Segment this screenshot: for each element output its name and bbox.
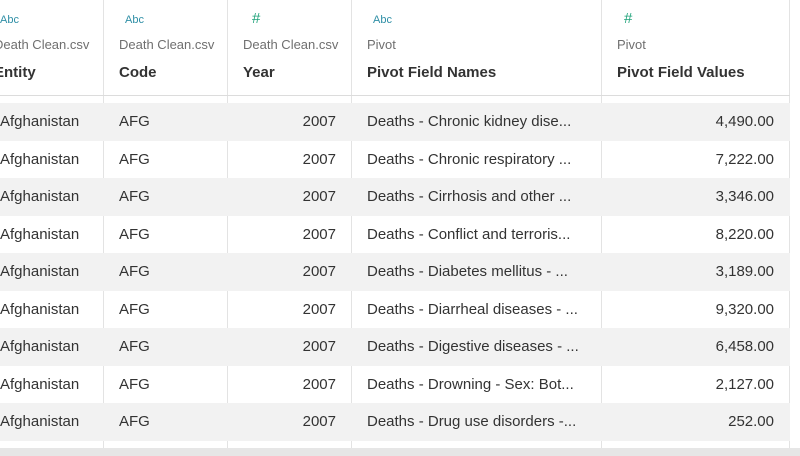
column-header-pivot-field-names[interactable]: Abc Pivot Pivot Field Names — [352, 0, 601, 96]
cell-code: AFG — [119, 113, 150, 130]
header-divider — [0, 95, 790, 96]
table-row[interactable]: Afghanistan AFG 2007 Deaths - Chronic respi… — [0, 141, 790, 179]
cell-entity: Afghanistan — [0, 150, 80, 168]
column-header-entity[interactable]: Abc Death Clean.csv Entity — [0, 0, 103, 96]
cell-code: AFG — [119, 375, 150, 393]
column-code[interactable]: Abc Death Clean.csv Code — [104, 0, 228, 448]
cell-entity: Afghanistan — [0, 225, 80, 243]
cell-code: AFG — [119, 338, 150, 355]
cell-entity: Afghanistan — [0, 188, 80, 205]
string-type-icon[interactable]: Abc — [125, 14, 144, 26]
cell-pivot-field-value: 6,458.00 — [715, 338, 774, 355]
cell-pivot-field-value: 8,220.00 — [715, 225, 774, 243]
cell-pivot-field-value: 3,346.00 — [715, 188, 774, 205]
cell-year: 2007 — [302, 113, 336, 130]
cell-entity: Afghanistan — [0, 300, 80, 318]
cell-pivot-field-name: Deaths - Chronic kidney dise... — [367, 113, 572, 130]
cell-year: 2007 — [302, 188, 336, 205]
cell-year: 2007 — [302, 338, 336, 355]
cell-code: AFG — [119, 263, 150, 280]
cell-year: 2007 — [302, 225, 336, 243]
cell-pivot-field-value: 252.00 — [728, 413, 774, 430]
column-source: Pivot — [617, 37, 646, 52]
table-row[interactable]: Afghanistan AFG 2007 Deaths - Diabetes mell… — [0, 253, 790, 291]
table-body: Afghanistan AFG 2007 Deaths - Chronic kidne… — [0, 103, 790, 441]
number-type-icon[interactable]: # — [624, 10, 633, 27]
cell-year: 2007 — [302, 263, 336, 280]
column-source: Pivot — [367, 37, 396, 52]
data-grid: Abc Death Clean.csv Entity Abc Death Cle… — [0, 0, 790, 448]
cell-code: AFG — [119, 413, 150, 430]
table-row[interactable]: Afghanistan AFG 2007 Deaths - Chronic kidne… — [0, 103, 790, 141]
string-type-icon[interactable]: Abc — [373, 14, 392, 26]
column-pivot-field-names[interactable]: Abc Pivot Pivot Field Names — [352, 0, 602, 448]
cell-code: AFG — [119, 150, 150, 168]
cell-pivot-field-value: 7,222.00 — [715, 150, 774, 168]
cell-entity: Afghanistan — [0, 413, 80, 430]
string-type-icon[interactable]: Abc — [0, 14, 19, 26]
table-row[interactable]: Afghanistan AFG 2007 Deaths - Cirrhosis and… — [0, 178, 790, 216]
column-name: Pivot Field Names — [367, 64, 497, 81]
cell-code: AFG — [119, 188, 150, 205]
cell-entity: Afghanistan — [0, 375, 80, 393]
table-row[interactable]: Afghanistan AFG 2007 Deaths - Diarrheal dis… — [0, 291, 790, 329]
column-header-year[interactable]: # Death Clean.csv Year — [228, 0, 351, 96]
column-header-code[interactable]: Abc Death Clean.csv Code — [104, 0, 227, 96]
column-entity[interactable]: Abc Death Clean.csv Entity — [0, 0, 104, 448]
cell-year: 2007 — [302, 375, 336, 393]
table-row[interactable]: Afghanistan AFG 2007 Deaths - Digestive dis… — [0, 328, 790, 366]
table-row[interactable]: Afghanistan AFG 2007 Deaths - Conflict and … — [0, 216, 790, 254]
column-name: Entity — [0, 64, 36, 81]
cell-pivot-field-name: Deaths - Drowning - Sex: Bot... — [367, 375, 574, 393]
cell-pivot-field-name: Deaths - Chronic respiratory ... — [367, 150, 572, 168]
column-header-pivot-field-values[interactable]: # Pivot Pivot Field Values — [602, 0, 789, 96]
table-row[interactable]: Afghanistan AFG 2007 Deaths - Drug use diso… — [0, 403, 790, 441]
cell-year: 2007 — [302, 413, 336, 430]
column-name: Pivot Field Values — [617, 64, 745, 81]
column-source: Death Clean.csv — [243, 37, 339, 52]
cell-pivot-field-name: Deaths - Drug use disorders -... — [367, 413, 577, 430]
column-pivot-field-values[interactable]: # Pivot Pivot Field Values — [602, 0, 790, 448]
cell-pivot-field-name: Deaths - Digestive diseases - ... — [367, 338, 579, 355]
column-source: Death Clean.csv — [119, 37, 215, 52]
cell-year: 2007 — [302, 150, 336, 168]
cell-pivot-field-value: 2,127.00 — [715, 375, 774, 393]
number-type-icon[interactable]: # — [252, 10, 261, 27]
cell-entity: Afghanistan — [0, 263, 80, 280]
cell-code: AFG — [119, 225, 150, 243]
column-name: Code — [119, 64, 157, 81]
cell-code: AFG — [119, 300, 150, 318]
cell-pivot-field-value: 9,320.00 — [715, 300, 774, 318]
cell-pivot-field-name: Deaths - Diarrheal diseases - ... — [367, 300, 578, 318]
cell-pivot-field-name: Deaths - Conflict and terroris... — [367, 225, 571, 243]
cell-pivot-field-value: 4,490.00 — [715, 113, 774, 130]
horizontal-scrollbar[interactable] — [0, 448, 800, 456]
cell-entity: Afghanistan — [0, 338, 80, 355]
cell-pivot-field-value: 3,189.00 — [715, 263, 774, 280]
cell-pivot-field-name: Deaths - Diabetes mellitus - ... — [367, 263, 568, 280]
table-row[interactable]: Afghanistan AFG 2007 Deaths - Drowning - Se… — [0, 366, 790, 404]
cell-pivot-field-name: Deaths - Cirrhosis and other ... — [367, 188, 572, 205]
column-year[interactable]: # Death Clean.csv Year — [228, 0, 352, 448]
column-source: Death Clean.csv — [0, 37, 90, 52]
cell-year: 2007 — [302, 300, 336, 318]
cell-entity: Afghanistan — [0, 113, 80, 130]
column-name: Year — [243, 64, 275, 81]
